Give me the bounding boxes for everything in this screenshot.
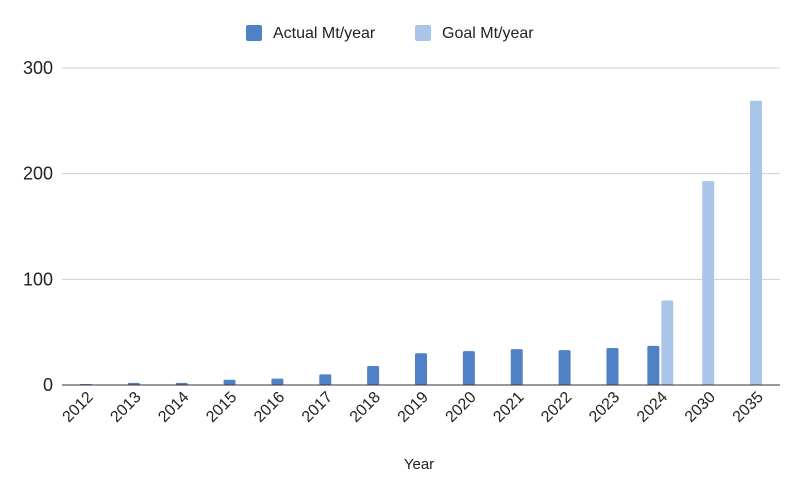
x-tick-label: 2021 — [490, 389, 527, 426]
x-tick-label: 2019 — [395, 389, 432, 426]
bar-actual — [271, 378, 284, 385]
x-tick-label: 2016 — [251, 389, 288, 426]
bar-actual — [127, 382, 140, 385]
y-axis-tick-labels: 0 100 200 300 — [23, 58, 53, 395]
x-tick-label: 2018 — [347, 389, 384, 426]
x-tick-label: 2035 — [730, 389, 767, 426]
bar-goal — [661, 300, 674, 385]
bar-actual — [367, 365, 380, 385]
legend-swatch-goal — [415, 25, 431, 41]
x-tick-label: 2023 — [586, 389, 623, 426]
bar-actual — [510, 349, 523, 385]
y-tick-label: 300 — [23, 58, 53, 78]
bar-actual — [319, 374, 332, 385]
bar-actual — [175, 382, 188, 385]
x-tick-label: 2013 — [107, 389, 144, 426]
legend-label-actual: Actual Mt/year — [273, 25, 376, 42]
gridlines — [62, 67, 780, 280]
x-axis-tick-labels: 2012 2013 2014 2015 2016 2017 2018 2019 2020 2021… — [60, 389, 767, 426]
x-tick-label: 2024 — [634, 389, 671, 426]
x-axis-title: Year — [404, 456, 434, 473]
bar-actual — [558, 350, 571, 385]
x-tick-label: 2020 — [443, 389, 480, 426]
x-tick-label: 2012 — [60, 389, 97, 426]
bar-actual — [606, 348, 619, 385]
y-tick-label: 200 — [23, 164, 53, 184]
y-tick-label: 100 — [23, 269, 53, 289]
legend: Actual Mt/year Goal Mt/year — [246, 25, 534, 42]
x-tick-label: 2014 — [155, 389, 192, 426]
bar-actual — [462, 351, 475, 385]
bars — [79, 100, 763, 386]
legend-swatch-actual — [246, 25, 262, 41]
bar-goal — [702, 181, 715, 385]
x-tick-label: 2030 — [682, 389, 719, 426]
y-tick-label: 0 — [43, 375, 53, 395]
x-tick-label: 2017 — [299, 389, 336, 426]
legend-label-goal: Goal Mt/year — [442, 25, 534, 42]
bar-actual — [647, 345, 660, 385]
x-tick-label: 2022 — [538, 389, 575, 426]
bar-actual — [415, 353, 427, 385]
bar-actual — [223, 379, 236, 385]
x-tick-label: 2015 — [203, 389, 240, 426]
bar-goal — [750, 100, 763, 386]
